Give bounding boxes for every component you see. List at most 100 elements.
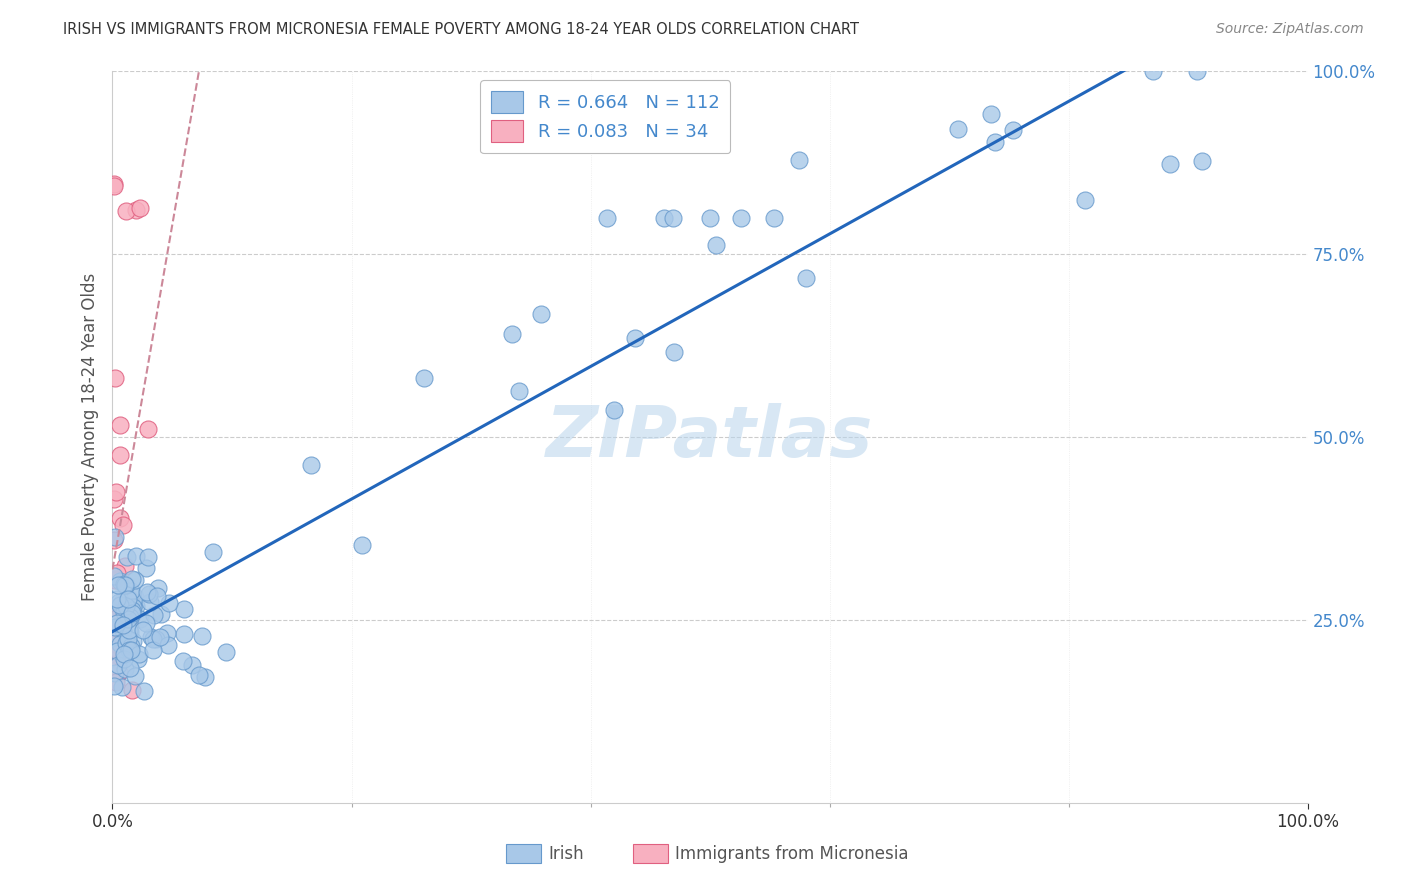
Point [103, 492, 125, 507]
Point [664, 344, 686, 359]
Point [111, 595, 134, 609]
Point [104, 601, 127, 615]
Point [122, 633, 145, 648]
Point [136, 550, 159, 565]
Point [145, 632, 167, 646]
Point [661, 211, 683, 225]
Point [120, 642, 142, 657]
Point [139, 595, 162, 609]
Point [105, 616, 128, 631]
Point [142, 608, 165, 623]
Point [156, 626, 179, 640]
Point [103, 635, 125, 649]
Point [108, 418, 131, 433]
Point [129, 201, 152, 215]
Point [108, 595, 131, 609]
Point [104, 573, 127, 587]
Point [142, 643, 165, 657]
Point [121, 602, 143, 616]
Point [135, 561, 157, 575]
Point [105, 591, 128, 606]
Point [181, 658, 204, 673]
Point [103, 630, 125, 644]
Point [1142, 64, 1164, 78]
Point [125, 549, 148, 563]
Point [120, 592, 142, 607]
Point [215, 644, 238, 658]
Point [104, 572, 127, 586]
Point [112, 605, 135, 619]
Point [115, 204, 138, 219]
Point [603, 402, 626, 417]
Point [110, 598, 132, 612]
Point [103, 629, 125, 643]
Point [125, 202, 148, 217]
Point [112, 648, 135, 662]
Text: ZIPatlas: ZIPatlas [547, 402, 873, 472]
Point [103, 533, 125, 547]
Point [946, 122, 969, 136]
Point [1185, 64, 1208, 78]
Point [194, 670, 217, 684]
Point [413, 371, 436, 385]
Point [127, 652, 149, 666]
Point [124, 669, 146, 683]
Point [115, 599, 138, 614]
Point [118, 625, 141, 640]
Point [105, 644, 128, 658]
Point [108, 448, 131, 462]
Point [120, 661, 142, 675]
Point [134, 615, 156, 630]
Point [103, 178, 125, 193]
Point [530, 307, 553, 321]
Point [191, 629, 214, 643]
Point [150, 607, 173, 622]
Point [120, 609, 142, 624]
Point [104, 637, 127, 651]
Point [134, 684, 156, 698]
Point [128, 647, 150, 661]
Text: Source: ZipAtlas.com: Source: ZipAtlas.com [1216, 22, 1364, 37]
Point [652, 211, 675, 225]
Point [156, 639, 179, 653]
Point [730, 211, 752, 225]
Point [146, 589, 169, 603]
Point [794, 271, 817, 285]
Point [112, 652, 135, 666]
Point [1002, 123, 1025, 137]
Point [188, 667, 211, 681]
Point [762, 211, 785, 225]
Point [108, 510, 131, 524]
Point [108, 665, 131, 679]
Point [201, 545, 224, 559]
Point [103, 177, 125, 191]
Point [114, 578, 136, 592]
Point [173, 627, 195, 641]
Point [595, 211, 617, 225]
Point [104, 665, 127, 680]
Point [704, 237, 727, 252]
Point [112, 577, 135, 591]
Point [980, 107, 1002, 121]
Text: IRISH VS IMMIGRANTS FROM MICRONESIA FEMALE POVERTY AMONG 18-24 YEAR OLDS CORRELA: IRISH VS IMMIGRANTS FROM MICRONESIA FEMA… [63, 22, 859, 37]
Point [110, 637, 132, 651]
Point [105, 566, 128, 580]
Point [111, 624, 134, 638]
Point [107, 658, 129, 673]
Point [1074, 193, 1097, 207]
Point [117, 612, 139, 626]
Point [107, 599, 129, 614]
Point [118, 623, 141, 637]
Point [699, 211, 721, 225]
Point [122, 599, 145, 613]
Y-axis label: Female Poverty Among 18-24 Year Olds: Female Poverty Among 18-24 Year Olds [80, 273, 98, 601]
Point [108, 574, 131, 589]
Point [114, 662, 136, 676]
Point [124, 590, 146, 604]
Point [107, 645, 129, 659]
Point [104, 484, 127, 499]
Point [118, 643, 141, 657]
Point [787, 153, 810, 168]
Point [115, 635, 138, 649]
Point [112, 617, 135, 632]
